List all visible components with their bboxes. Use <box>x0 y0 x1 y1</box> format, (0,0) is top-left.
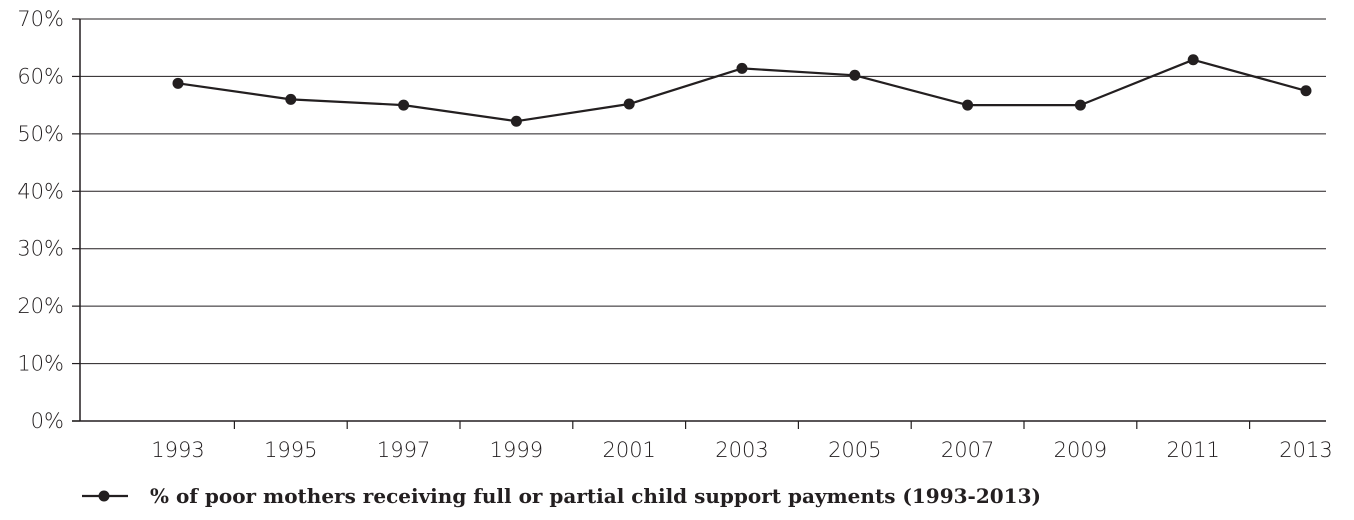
data-point <box>1300 85 1312 97</box>
data-point <box>285 93 297 105</box>
x-tick-label: 2013 <box>1279 438 1332 462</box>
y-tick-label: 20% <box>17 294 64 318</box>
data-point <box>736 62 748 74</box>
data-point <box>1187 54 1199 66</box>
x-tick-labels: 1993 1995 1997 1999 2001 2003 2005 2007 2009 2011… <box>151 438 1332 462</box>
data-point <box>623 98 635 110</box>
grid-lines <box>80 18 1326 365</box>
data-point <box>398 99 410 111</box>
data-point <box>1074 99 1086 111</box>
legend: % of poor mothers receiving full or part… <box>82 484 1041 508</box>
x-tick-label: 2009 <box>1054 438 1107 462</box>
series-layer <box>172 54 1312 127</box>
y-tick-label: 0% <box>31 409 64 433</box>
data-point <box>849 69 861 81</box>
x-tick-label: 2007 <box>941 438 994 462</box>
axes <box>72 18 1326 429</box>
data-point <box>510 115 522 127</box>
x-tick-label: 1993 <box>151 438 204 462</box>
data-point <box>172 77 184 89</box>
y-tick-label: 70% <box>17 7 64 31</box>
x-tick-label: 2005 <box>828 438 881 462</box>
y-tick-label: 30% <box>17 237 64 261</box>
y-tick-label: 40% <box>17 179 64 203</box>
y-tick-label: 10% <box>17 352 64 376</box>
x-tick-label: 2011 <box>1166 438 1219 462</box>
y-tick-label: 60% <box>17 64 64 88</box>
data-point <box>962 99 974 111</box>
y-tick-label: 50% <box>17 122 64 146</box>
x-tick-label: 1997 <box>377 438 430 462</box>
legend-label: % of poor mothers receiving full or part… <box>150 484 1041 508</box>
x-tick-label: 2003 <box>715 438 768 462</box>
x-tick-label: 1995 <box>264 438 317 462</box>
x-tick-label: 2001 <box>602 438 655 462</box>
legend-marker-icon <box>98 490 110 502</box>
x-tick-label: 1999 <box>490 438 543 462</box>
y-tick-labels: 0% 10% 20% 30% 40% 50% 60% 70% <box>17 7 64 433</box>
